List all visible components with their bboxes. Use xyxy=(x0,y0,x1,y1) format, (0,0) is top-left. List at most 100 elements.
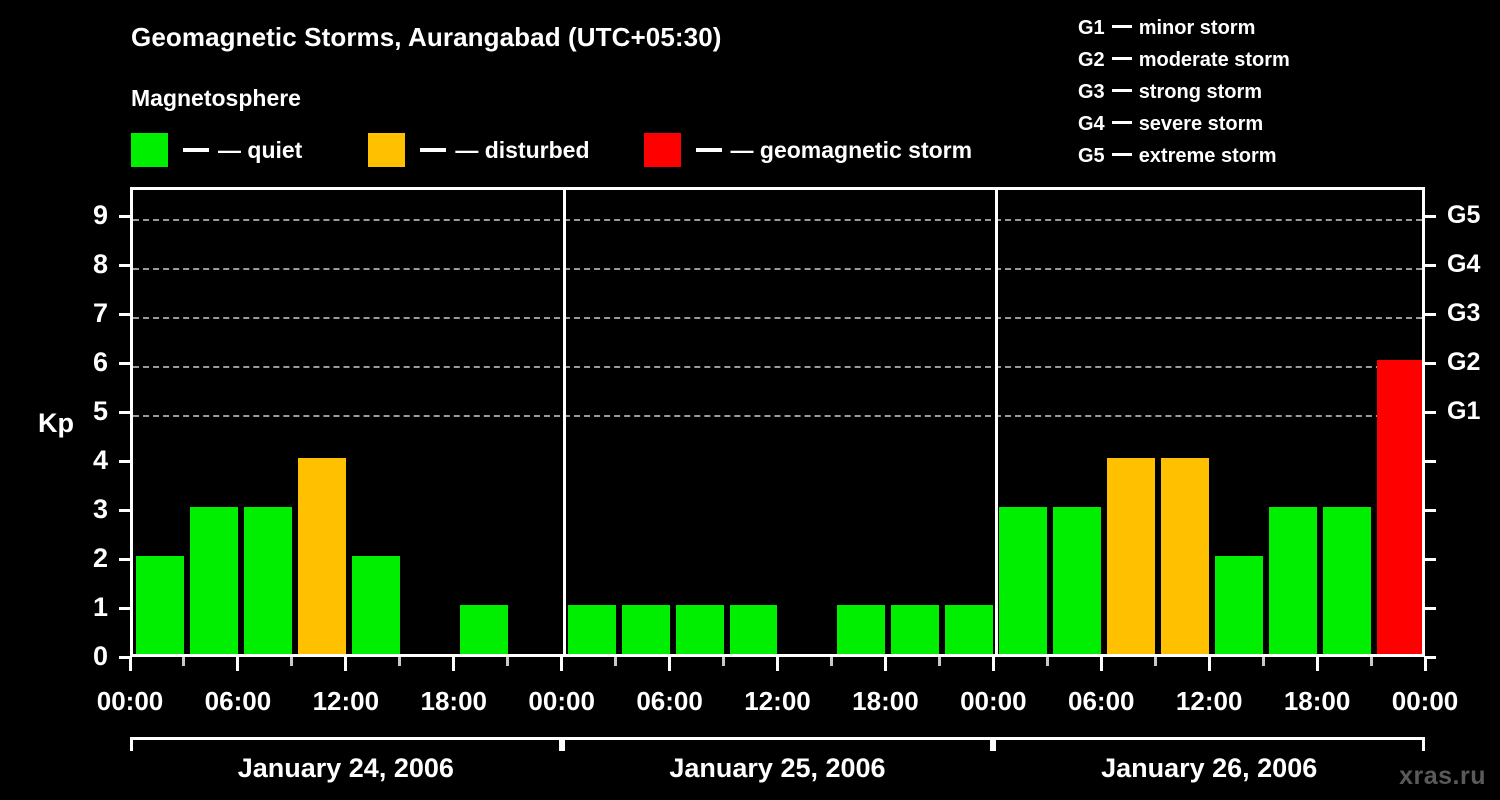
y-tick-right-0 xyxy=(1425,655,1436,659)
gscale-legend: G1 minor storm G2 moderate storm G3 strong … xyxy=(1078,12,1290,172)
y-axis-label-6: 6 xyxy=(92,347,108,378)
gscale-row-g5: G5 extreme storm xyxy=(1078,140,1290,172)
y-tick-right-5 xyxy=(1425,410,1436,414)
day-label-2: January 26, 2006 xyxy=(1101,753,1318,783)
x-tick-minor-17 xyxy=(1045,657,1049,666)
x-tick-minor-9 xyxy=(614,657,618,666)
bar-19 xyxy=(1161,458,1210,654)
legend-entry-disturbed: — disturbed xyxy=(368,133,590,167)
gridline-kp-7 xyxy=(133,317,1422,320)
x-tick-major-22 xyxy=(1315,657,1319,671)
x-tick-major-8 xyxy=(560,657,564,671)
legend-entry-quiet: — quiet xyxy=(131,133,302,167)
bar-14 xyxy=(891,605,940,654)
red-square-icon xyxy=(643,133,681,167)
x-tick-minor-13 xyxy=(829,657,833,666)
gscale-dash-icon xyxy=(1111,56,1132,60)
legend-label-storm: — geomagnetic storm xyxy=(730,136,973,163)
x-tick-major-2 xyxy=(236,657,240,671)
y-tick-9 xyxy=(119,214,130,218)
y-axis-label-4: 4 xyxy=(92,445,108,476)
x-tick-minor-21 xyxy=(1261,657,1265,666)
legend-dash-icon xyxy=(183,148,209,152)
bar-11 xyxy=(729,605,778,654)
day-separator xyxy=(994,190,998,654)
activity-legend: — quiet — disturbed — geomagnetic storm xyxy=(131,131,972,169)
x-tick-minor-3 xyxy=(290,657,294,666)
y-tick-4 xyxy=(119,459,130,463)
gridline-kp-8 xyxy=(133,268,1422,271)
green-square-icon xyxy=(131,133,168,167)
x-axis-label-3: 18:00 xyxy=(420,686,488,716)
g-axis-label-g3: G3 xyxy=(1447,299,1481,328)
gscale-row-g2: G2 moderate storm xyxy=(1078,44,1290,76)
x-axis-label-2: 12:00 xyxy=(312,686,380,716)
bar-20 xyxy=(1215,556,1264,654)
y-axis-label-7: 7 xyxy=(92,298,108,329)
x-tick-minor-23 xyxy=(1369,657,1373,666)
gscale-code-g3: G3 xyxy=(1078,81,1105,103)
gscale-dash-icon xyxy=(1111,88,1132,92)
y-tick-right-1 xyxy=(1425,606,1436,610)
gscale-code-g1: G1 xyxy=(1078,17,1105,39)
g-axis-label-g1: G1 xyxy=(1447,397,1481,426)
y-tick-0 xyxy=(119,655,130,659)
y-tick-6 xyxy=(119,361,130,365)
y-tick-right-7 xyxy=(1425,312,1436,316)
y-tick-right-6 xyxy=(1425,361,1436,365)
y-tick-1 xyxy=(119,606,130,610)
y-axis-label-1: 1 xyxy=(92,592,108,623)
day-separator xyxy=(563,190,567,654)
y-tick-8 xyxy=(119,263,130,267)
x-axis-label-1: 06:00 xyxy=(204,686,272,716)
legend-label-quiet: — quiet xyxy=(218,136,303,163)
plot-inner xyxy=(133,190,1422,654)
gscale-label-g4: severe storm xyxy=(1138,113,1264,135)
x-tick-major-14 xyxy=(883,657,887,671)
bar-8 xyxy=(567,605,616,654)
x-tick-minor-19 xyxy=(1153,657,1157,666)
gridline-kp-9 xyxy=(133,219,1422,222)
x-tick-major-10 xyxy=(668,657,672,671)
x-axis-label-0: 00:00 xyxy=(96,686,164,716)
y-tick-right-2 xyxy=(1425,557,1436,561)
gridline-kp-5 xyxy=(133,415,1422,418)
gscale-label-g1: minor storm xyxy=(1138,17,1256,39)
x-tick-minor-15 xyxy=(937,657,941,666)
bar-13 xyxy=(837,605,886,654)
x-axis-label-6: 12:00 xyxy=(744,686,811,716)
x-axis-label-7: 18:00 xyxy=(852,686,919,716)
x-tick-major-6 xyxy=(452,657,456,671)
y-axis-label-5: 5 xyxy=(92,396,108,427)
y-tick-right-3 xyxy=(1425,508,1436,512)
gscale-row-g3: G3 strong storm xyxy=(1078,76,1290,108)
legend-entry-storm: — geomagnetic storm xyxy=(643,133,973,167)
gscale-dash-icon xyxy=(1111,24,1132,28)
y-tick-right-8 xyxy=(1425,263,1436,267)
bar-6 xyxy=(459,605,508,654)
watermark: xras.ru xyxy=(1399,762,1486,790)
gscale-label-g5: extreme storm xyxy=(1138,145,1277,167)
y-tick-right-9 xyxy=(1425,214,1436,218)
x-axis-label-9: 06:00 xyxy=(1068,686,1135,716)
x-tick-minor-7 xyxy=(506,657,510,666)
y-axis-label-2: 2 xyxy=(92,543,108,574)
gscale-dash-icon xyxy=(1111,120,1132,124)
y-tick-3 xyxy=(119,508,130,512)
bar-2 xyxy=(243,507,292,654)
gscale-label-g3: strong storm xyxy=(1138,81,1263,103)
y-tick-7 xyxy=(119,312,130,316)
series-heading: Magnetosphere xyxy=(131,85,301,111)
day-label-1: January 25, 2006 xyxy=(669,753,886,783)
x-tick-minor-1 xyxy=(182,657,186,666)
plot-area xyxy=(130,187,1425,657)
y-axis-title: Kp xyxy=(38,408,74,438)
g-axis-label-g4: G4 xyxy=(1447,250,1481,279)
day-bracket-1 xyxy=(561,737,994,751)
legend-dash-icon xyxy=(420,148,447,152)
page-title: Geomagnetic Storms, Aurangabad (UTC+05:3… xyxy=(131,22,722,52)
bar-4 xyxy=(351,556,400,654)
bar-0 xyxy=(136,556,184,654)
y-axis-label-0: 0 xyxy=(92,641,108,671)
gscale-code-g4: G4 xyxy=(1078,113,1105,135)
